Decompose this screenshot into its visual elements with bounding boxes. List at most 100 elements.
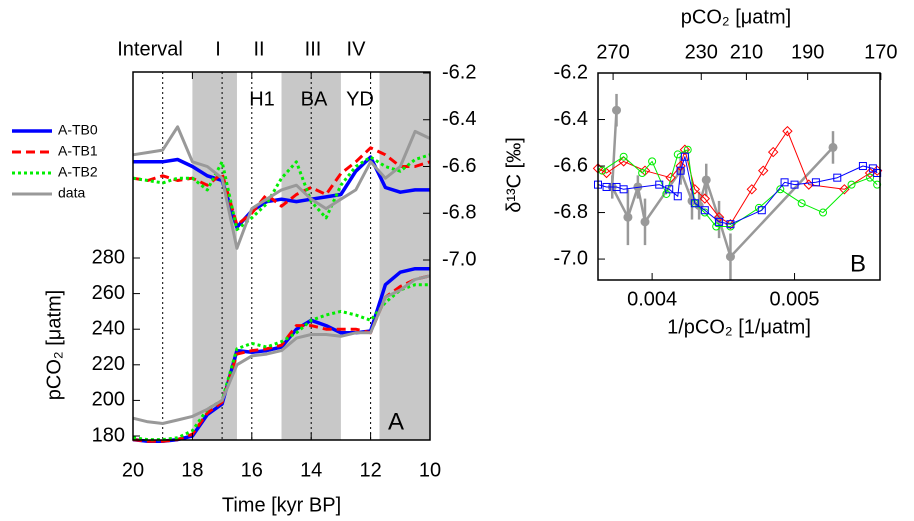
marker: [868, 164, 877, 173]
legend-label: A-TB0: [58, 122, 98, 138]
marker: [673, 192, 682, 201]
marker: [811, 178, 820, 187]
y-tick-label: -6.4: [554, 108, 588, 130]
interval-label: Interval: [117, 38, 183, 60]
panel-label: B: [850, 250, 866, 277]
interval-label: III: [305, 38, 322, 60]
y-tick-label: -6.2: [554, 61, 588, 83]
marker: [782, 125, 793, 137]
panel-label: A: [388, 408, 404, 435]
marker: [598, 166, 607, 175]
marker: [757, 206, 766, 215]
marker: [725, 252, 735, 262]
marker: [746, 184, 758, 195]
marker: [662, 189, 671, 198]
x-tick-label: 10: [419, 459, 441, 481]
marker: [602, 182, 611, 191]
y2-tick-label: -6.4: [442, 108, 476, 130]
shaded-interval: [379, 72, 430, 440]
x-axis-label: Time [kyr BP]: [222, 494, 341, 516]
event-label: BA: [301, 88, 328, 110]
y-tick-label: 260: [92, 282, 125, 304]
y-tick-label: -6.6: [554, 154, 588, 176]
interval-label: II: [253, 38, 264, 60]
y-tick-label: 280: [92, 246, 125, 268]
y2-tick-label: -7.0: [442, 248, 476, 270]
event-label: YD: [346, 88, 374, 110]
marker: [758, 165, 769, 176]
marker: [665, 172, 676, 183]
marker: [833, 173, 842, 182]
marker: [612, 105, 622, 115]
panel-b: 0.004 0.005 1/pCO₂ [1/μatm] 270 230 210 190 170…: [503, 6, 897, 338]
x2-tick-label: 270: [596, 41, 629, 63]
x-tick-label: 0.005: [770, 288, 820, 310]
marker: [648, 157, 657, 166]
x-tick-label: 14: [300, 459, 322, 481]
x2-tick-label: 230: [685, 41, 718, 63]
marker: [619, 185, 628, 194]
x2-tick-label: 210: [730, 41, 763, 63]
y-tick-label: -6.8: [554, 201, 588, 223]
d13c-line: [133, 155, 430, 230]
x2-tick-label: 170: [864, 41, 897, 63]
x-tick-label: 12: [359, 459, 381, 481]
x-tick-label: 20: [122, 459, 144, 481]
marker: [623, 212, 633, 222]
marker: [858, 162, 867, 171]
marker: [776, 185, 785, 194]
marker: [790, 180, 799, 189]
marker: [712, 222, 721, 231]
d13c-line: [132, 146, 431, 227]
marker: [638, 169, 647, 178]
trajectory-line: [597, 156, 878, 225]
marker: [797, 199, 806, 208]
marker: [847, 180, 856, 189]
x-tick-label: 16: [241, 459, 263, 481]
marker: [839, 184, 850, 195]
y2-tick-label: -6.2: [442, 61, 476, 83]
legend-label: data: [58, 185, 85, 201]
y2-tick-label: -6.8: [442, 202, 476, 224]
x2-axis-label: pCO₂ [μatm]: [681, 6, 791, 28]
marker: [690, 199, 699, 208]
plot-frame: [597, 72, 881, 281]
marker: [767, 146, 779, 158]
marker: [655, 180, 664, 189]
marker: [700, 206, 709, 215]
marker: [699, 193, 711, 204]
marker: [640, 217, 650, 227]
d13c-line: [132, 153, 431, 232]
x2-tick-label: 190: [791, 41, 824, 63]
d13c-line: [132, 125, 431, 250]
legend-label: A-TB1: [58, 143, 98, 159]
trajectory-line: [602, 149, 878, 227]
y-tick-label: 220: [92, 353, 125, 375]
marker: [866, 173, 875, 182]
marker: [680, 152, 689, 161]
marker: [665, 185, 674, 194]
y-tick-label: -7.0: [554, 247, 588, 269]
marker: [676, 166, 685, 175]
marker: [714, 215, 724, 225]
y-tick-label: 240: [92, 317, 125, 339]
shaded-interval: [192, 72, 237, 440]
marker: [819, 208, 828, 217]
y-axis-label: pCO₂ [μatm]: [43, 290, 65, 400]
marker: [619, 152, 628, 161]
plot-frame: [132, 71, 431, 441]
marker: [601, 167, 612, 179]
x-tick-label: 0.004: [627, 288, 677, 310]
y-tick-label: 180: [92, 424, 125, 446]
y2-tick-label: -6.6: [442, 155, 476, 177]
y-tick-label: 200: [92, 389, 125, 411]
marker: [679, 144, 691, 155]
x-tick-label: 18: [181, 459, 203, 481]
pco2-line: [132, 274, 431, 425]
event-label: H1: [249, 88, 275, 110]
marker: [726, 220, 735, 229]
marker: [780, 178, 789, 187]
x-axis-label: 1/pCO₂ [1/μatm]: [667, 316, 811, 338]
